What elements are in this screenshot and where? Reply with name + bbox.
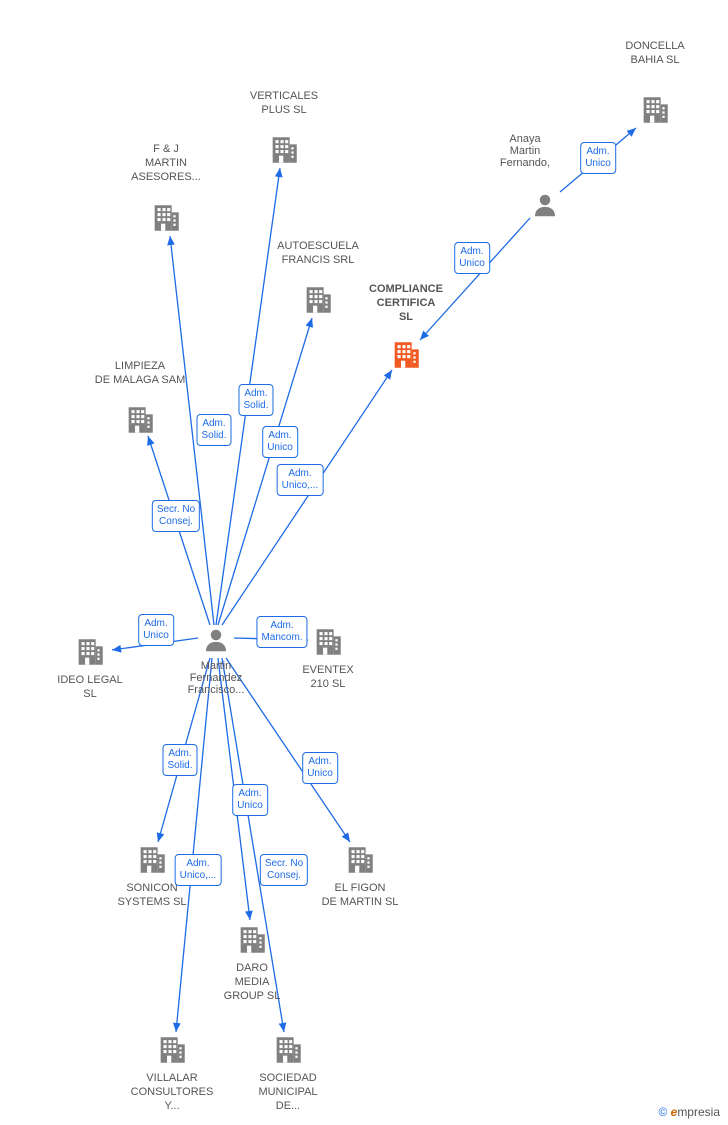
building-icon[interactable]: [73, 635, 107, 669]
node-label-ideo[interactable]: IDEO LEGAL SL: [57, 674, 122, 702]
edge-label-anaya-doncella: Adm. Unico: [580, 142, 616, 174]
node-label-eventex[interactable]: EVENTEX 210 SL: [302, 664, 353, 692]
building-icon[interactable]: [343, 843, 377, 877]
node-label-doncella[interactable]: DONCELLA BAHIA SL: [625, 40, 684, 68]
node-label-sociedad[interactable]: SOCIEDAD MUNICIPAL DE...: [258, 1072, 317, 1113]
node-label-fj[interactable]: F & J MARTIN ASESORES...: [131, 143, 201, 184]
edge-label-martin-elfigon: Adm. Unico: [302, 752, 338, 784]
node-label-daro[interactable]: DARO MEDIA GROUP SL: [224, 962, 281, 1003]
edge-label-martin-fj: Adm. Solid.: [196, 414, 231, 446]
building-icon[interactable]: [311, 625, 345, 659]
building-icon[interactable]: [235, 923, 269, 957]
edge-label-martin-autoescuela: Adm. Unico: [262, 426, 298, 458]
edge-label-martin-villalar: Adm. Unico,...: [175, 854, 222, 886]
node-label-verticales[interactable]: VERTICALES PLUS SL: [250, 90, 318, 118]
node-label-elfigon[interactable]: EL FIGON DE MARTIN SL: [322, 882, 399, 910]
edge-label-anaya-compliance: Adm. Unico: [454, 242, 490, 274]
building-icon[interactable]: [389, 338, 423, 372]
edge-label-martin-sociedad: Secr. No Consej.: [260, 854, 308, 886]
building-icon[interactable]: [149, 201, 183, 235]
edge-label-martin-verticales: Adm. Solid.: [238, 384, 273, 416]
node-label-martin[interactable]: Martin Fernandez Francisco...: [188, 660, 245, 696]
node-label-limpieza[interactable]: LIMPIEZA DE MALAGA SAM: [95, 360, 185, 388]
edge-label-martin-limpieza: Secr. No Consej.: [152, 500, 200, 532]
building-icon[interactable]: [267, 133, 301, 167]
edge-label-martin-eventex: Adm. Mancom.: [256, 616, 307, 648]
edge-label-martin-sonicon: Adm. Solid.: [162, 744, 197, 776]
person-icon[interactable]: [201, 625, 231, 655]
building-icon[interactable]: [301, 283, 335, 317]
node-label-autoescuela[interactable]: AUTOESCUELA FRANCIS SRL: [277, 240, 359, 268]
building-icon[interactable]: [155, 1033, 189, 1067]
person-icon[interactable]: [530, 190, 560, 220]
edge-label-martin-daro: Adm. Unico: [232, 784, 268, 816]
building-icon[interactable]: [123, 403, 157, 437]
node-label-sonicon[interactable]: SONICON SYSTEMS SL: [117, 882, 186, 910]
brand-logo: empresia: [671, 1105, 720, 1119]
building-icon[interactable]: [638, 93, 672, 127]
edge-label-martin-ideo: Adm. Unico: [138, 614, 174, 646]
building-icon[interactable]: [135, 843, 169, 877]
credit: © empresia: [658, 1105, 720, 1119]
diagram-canvas: [0, 0, 728, 1125]
building-icon[interactable]: [271, 1033, 305, 1067]
node-label-compliance[interactable]: COMPLIANCE CERTIFICA SL: [369, 283, 443, 324]
edge-label-martin-compliance: Adm. Unico,...: [277, 464, 324, 496]
node-label-anaya[interactable]: Anaya Martin Fernando,: [500, 133, 550, 169]
copyright-symbol: ©: [658, 1105, 667, 1119]
node-label-villalar[interactable]: VILLALAR CONSULTORES Y...: [131, 1072, 214, 1113]
edge-martin-villalar: [176, 658, 212, 1032]
